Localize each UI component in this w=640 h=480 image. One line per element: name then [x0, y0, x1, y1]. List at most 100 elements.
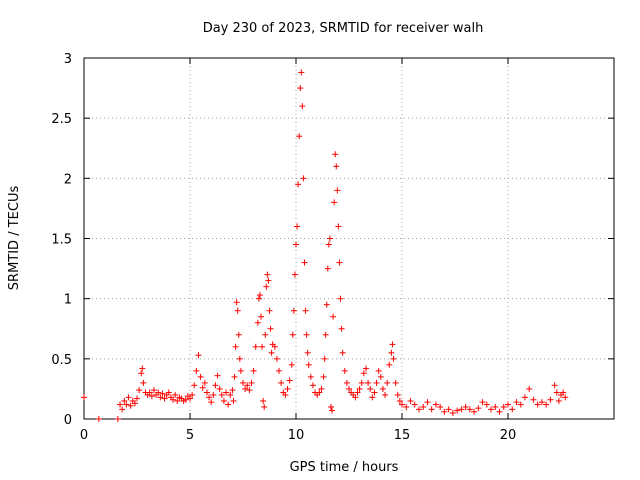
data-point: [379, 385, 386, 392]
data-point: [369, 394, 376, 401]
data-point: [127, 402, 134, 409]
data-point: [150, 387, 157, 394]
data-point: [394, 391, 401, 398]
x-tick-label: 5: [186, 428, 194, 443]
data-point: [229, 387, 236, 394]
data-point: [235, 331, 242, 338]
data-point: [157, 394, 164, 401]
data-point: [437, 403, 444, 410]
data-point: [327, 403, 334, 410]
data-point: [330, 313, 337, 320]
data-point: [298, 69, 305, 76]
data-point: [134, 395, 140, 402]
data-point: [284, 385, 291, 392]
x-tick-label: 15: [394, 428, 411, 443]
data-point: [136, 387, 143, 394]
data-point: [187, 395, 193, 402]
y-tick-label: 2.5: [51, 112, 72, 127]
data-point: [530, 396, 537, 403]
data-point: [248, 379, 255, 386]
data-point: [237, 367, 244, 374]
data-point: [373, 379, 380, 386]
data-point: [388, 349, 395, 356]
data-point: [411, 401, 418, 408]
data-point: [255, 295, 262, 302]
data-point: [513, 399, 520, 406]
data-point: [172, 391, 179, 398]
y-tick-label: 3: [64, 52, 72, 67]
data-point: [341, 367, 348, 374]
data-point: [441, 408, 448, 415]
data-point: [377, 373, 384, 380]
data-point: [276, 367, 283, 374]
data-point: [246, 387, 253, 394]
data-point: [534, 401, 541, 408]
data-point: [309, 382, 316, 389]
data-point: [227, 391, 234, 398]
data-point: [225, 401, 232, 408]
x-tick-label: 0: [80, 428, 88, 443]
data-point: [244, 382, 251, 389]
data-point: [138, 370, 145, 377]
data-point: [466, 406, 473, 413]
data-point: [282, 391, 289, 398]
data-point: [301, 259, 308, 266]
data-point: [271, 343, 278, 350]
data-point: [332, 151, 339, 158]
data-point: [365, 379, 372, 386]
data-point: [331, 199, 338, 206]
data-point: [266, 307, 273, 314]
data-point: [268, 349, 275, 356]
data-point: [323, 301, 330, 308]
data-point: [509, 406, 516, 413]
data-point: [338, 325, 345, 332]
data-point: [432, 401, 439, 408]
data-point: [203, 389, 210, 396]
y-tick-label: 0.5: [51, 353, 72, 368]
data-point: [278, 379, 285, 386]
data-point: [193, 367, 200, 374]
data-point: [483, 401, 490, 408]
data-point: [206, 394, 213, 401]
data-point: [403, 403, 410, 410]
data-point: [445, 406, 452, 413]
data-point: [320, 373, 327, 380]
data-point: [191, 382, 198, 389]
data-point: [273, 355, 280, 362]
data-point: [218, 391, 225, 398]
data-point: [316, 389, 323, 396]
data-point: [428, 406, 435, 413]
data-point: [296, 133, 303, 140]
data-point: [375, 367, 382, 374]
data-point: [267, 325, 274, 332]
data-point: [233, 299, 240, 306]
data-point: [543, 401, 550, 408]
data-point: [139, 365, 146, 372]
data-point: [290, 307, 297, 314]
data-point: [303, 331, 310, 338]
data-point: [505, 401, 511, 408]
grid: [84, 58, 614, 419]
data-point: [521, 394, 528, 401]
data-point: [305, 361, 312, 368]
data-point: [117, 401, 124, 408]
data-point: [321, 355, 328, 362]
data-point: [212, 382, 219, 389]
data-point: [399, 401, 405, 408]
data-point: [258, 313, 265, 320]
data-point: [334, 187, 341, 194]
data-point: [189, 391, 196, 398]
data-point: [389, 341, 396, 348]
data-point: [343, 379, 350, 386]
data-point: [262, 331, 269, 338]
x-tick-label: 20: [500, 428, 517, 443]
data-point: [242, 385, 249, 392]
data-point: [371, 389, 378, 396]
data-point: [197, 373, 204, 380]
data-point: [336, 259, 343, 266]
data-point: [346, 385, 352, 392]
data-point: [208, 399, 215, 406]
data-point: [114, 416, 121, 422]
data-point: [415, 406, 422, 413]
data-point: [407, 397, 414, 404]
